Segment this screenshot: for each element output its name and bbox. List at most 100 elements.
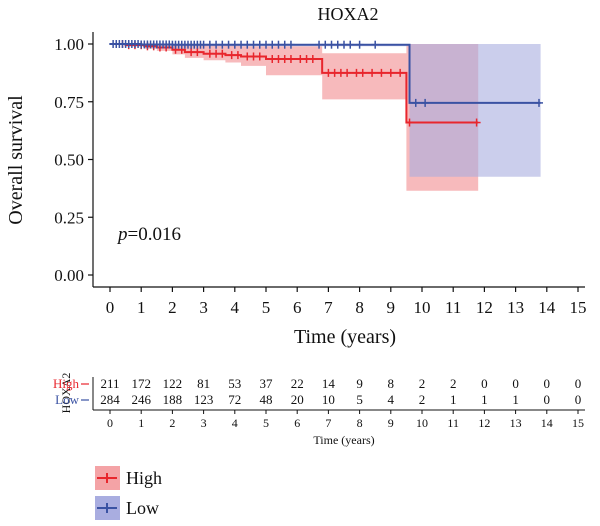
censor-mark-low (355, 40, 364, 49)
risk-count: 22 (291, 376, 304, 391)
risk-count: 0 (575, 392, 582, 407)
x-tick-label: 6 (293, 298, 302, 317)
x-tick-label: 11 (445, 298, 461, 317)
censor-mark-high (218, 49, 227, 58)
x-axis-label: Time (years) (294, 326, 396, 348)
risk-count: 81 (197, 376, 210, 391)
risk-table: HOXA2 Time (years) High 211 172 122 81 53 37 22… (53, 373, 585, 447)
censor-mark-low (421, 98, 430, 107)
risk-x-tick-label: 12 (478, 416, 490, 430)
ci-band-high (110, 44, 479, 191)
censor-mark-high (286, 55, 295, 64)
p-value-annotation: p=0.016 (116, 224, 181, 245)
x-tick-label: 8 (355, 298, 364, 317)
censor-mark-high (233, 51, 242, 60)
censor-mark-high (255, 52, 264, 61)
risk-x-tick-label: 15 (572, 416, 584, 430)
censor-mark-high (405, 118, 414, 127)
censor-mark-low (371, 40, 380, 49)
p-value-text: =0.016 (128, 224, 181, 245)
risk-count: 0 (544, 376, 551, 391)
risk-row-label-low: Low (55, 392, 79, 407)
risk-x-tick-label: 5 (263, 416, 269, 430)
p-value-prefix: p (116, 224, 128, 245)
x-tick-label: 14 (538, 298, 556, 317)
risk-count: 1 (450, 392, 457, 407)
censor-mark-low (411, 98, 420, 107)
censor-mark-high (368, 68, 377, 77)
risk-x-tick-label: 3 (201, 416, 207, 430)
x-tick-label: 4 (231, 298, 240, 317)
y-tick-label: 0.75 (54, 93, 84, 112)
risk-count: 246 (131, 392, 151, 407)
x-tick-label: 13 (507, 298, 524, 317)
risk-count: 2 (419, 392, 426, 407)
risk-count: 0 (512, 376, 519, 391)
risk-x-tick-label: 0 (107, 416, 113, 430)
legend-label-high: High (126, 468, 162, 488)
ci-band-low (110, 44, 541, 177)
risk-x-tick-label: 6 (294, 416, 300, 430)
risk-count: 0 (481, 376, 488, 391)
censor-mark-high (386, 68, 395, 77)
censor-mark-low (535, 98, 543, 107)
risk-count: 188 (163, 392, 183, 407)
risk-count: 4 (388, 392, 395, 407)
risk-row-label-high: High (53, 376, 80, 391)
x-tick-label: 7 (324, 298, 333, 317)
risk-count: 2 (450, 376, 457, 391)
censor-mark-high (308, 55, 317, 64)
risk-x-tick-label: 13 (510, 416, 522, 430)
risk-count: 37 (260, 376, 274, 391)
censor-mark-high (472, 118, 481, 127)
risk-x-tick-label: 14 (541, 416, 553, 430)
x-tick-label: 12 (476, 298, 493, 317)
risk-count: 5 (356, 392, 363, 407)
chart-title: HOXA2 (318, 4, 379, 24)
x-tick-label: 10 (414, 298, 431, 317)
risk-count: 48 (260, 392, 273, 407)
x-tick-label: 3 (199, 298, 208, 317)
risk-count: 0 (544, 392, 551, 407)
censor-mark-high (396, 68, 405, 77)
risk-x-tick-label: 1 (138, 416, 144, 430)
risk-count: 20 (291, 392, 304, 407)
censor-mark-high (377, 68, 386, 77)
risk-x-tick-label: 7 (325, 416, 331, 430)
legend: High Low (95, 466, 162, 520)
risk-count: 123 (194, 392, 214, 407)
legend-label-low: Low (126, 498, 159, 518)
risk-table-x-label: Time (years) (313, 433, 374, 447)
risk-x-tick-label: 10 (416, 416, 428, 430)
risk-count: 0 (575, 376, 582, 391)
x-tick-label: 15 (570, 298, 587, 317)
risk-count: 1 (512, 392, 519, 407)
censor-mark-high (358, 68, 367, 77)
y-tick-label: 0.50 (54, 151, 84, 170)
risk-table-group-label: HOXA2 (59, 373, 73, 414)
x-tick-label: 2 (168, 298, 177, 317)
x-tick-label: 0 (106, 298, 115, 317)
risk-count: 2 (419, 376, 426, 391)
y-tick-label: 0.00 (54, 266, 84, 285)
risk-count: 122 (163, 376, 183, 391)
risk-count: 53 (228, 376, 241, 391)
risk-x-tick-label: 11 (447, 416, 459, 430)
risk-count: 10 (322, 392, 335, 407)
censor-mark-low (346, 40, 355, 49)
risk-x-tick-label: 4 (232, 416, 238, 430)
x-tick-label: 5 (262, 298, 271, 317)
censor-mark-low (286, 40, 295, 49)
y-axis-label: Overall survival (5, 95, 27, 225)
axes: 0.000.250.500.751.000 1 2 3 4 5 6 7 8 9 10 11 12 13 14… (54, 32, 587, 317)
risk-count: 211 (100, 376, 119, 391)
risk-count: 72 (228, 392, 241, 407)
risk-x-tick-label: 2 (169, 416, 175, 430)
censor-mark-high (343, 68, 352, 77)
survival-curves (109, 40, 543, 127)
risk-count: 9 (356, 376, 363, 391)
y-tick-label: 0.25 (54, 208, 84, 227)
risk-x-tick-label: 9 (388, 416, 394, 430)
risk-count: 14 (322, 376, 336, 391)
